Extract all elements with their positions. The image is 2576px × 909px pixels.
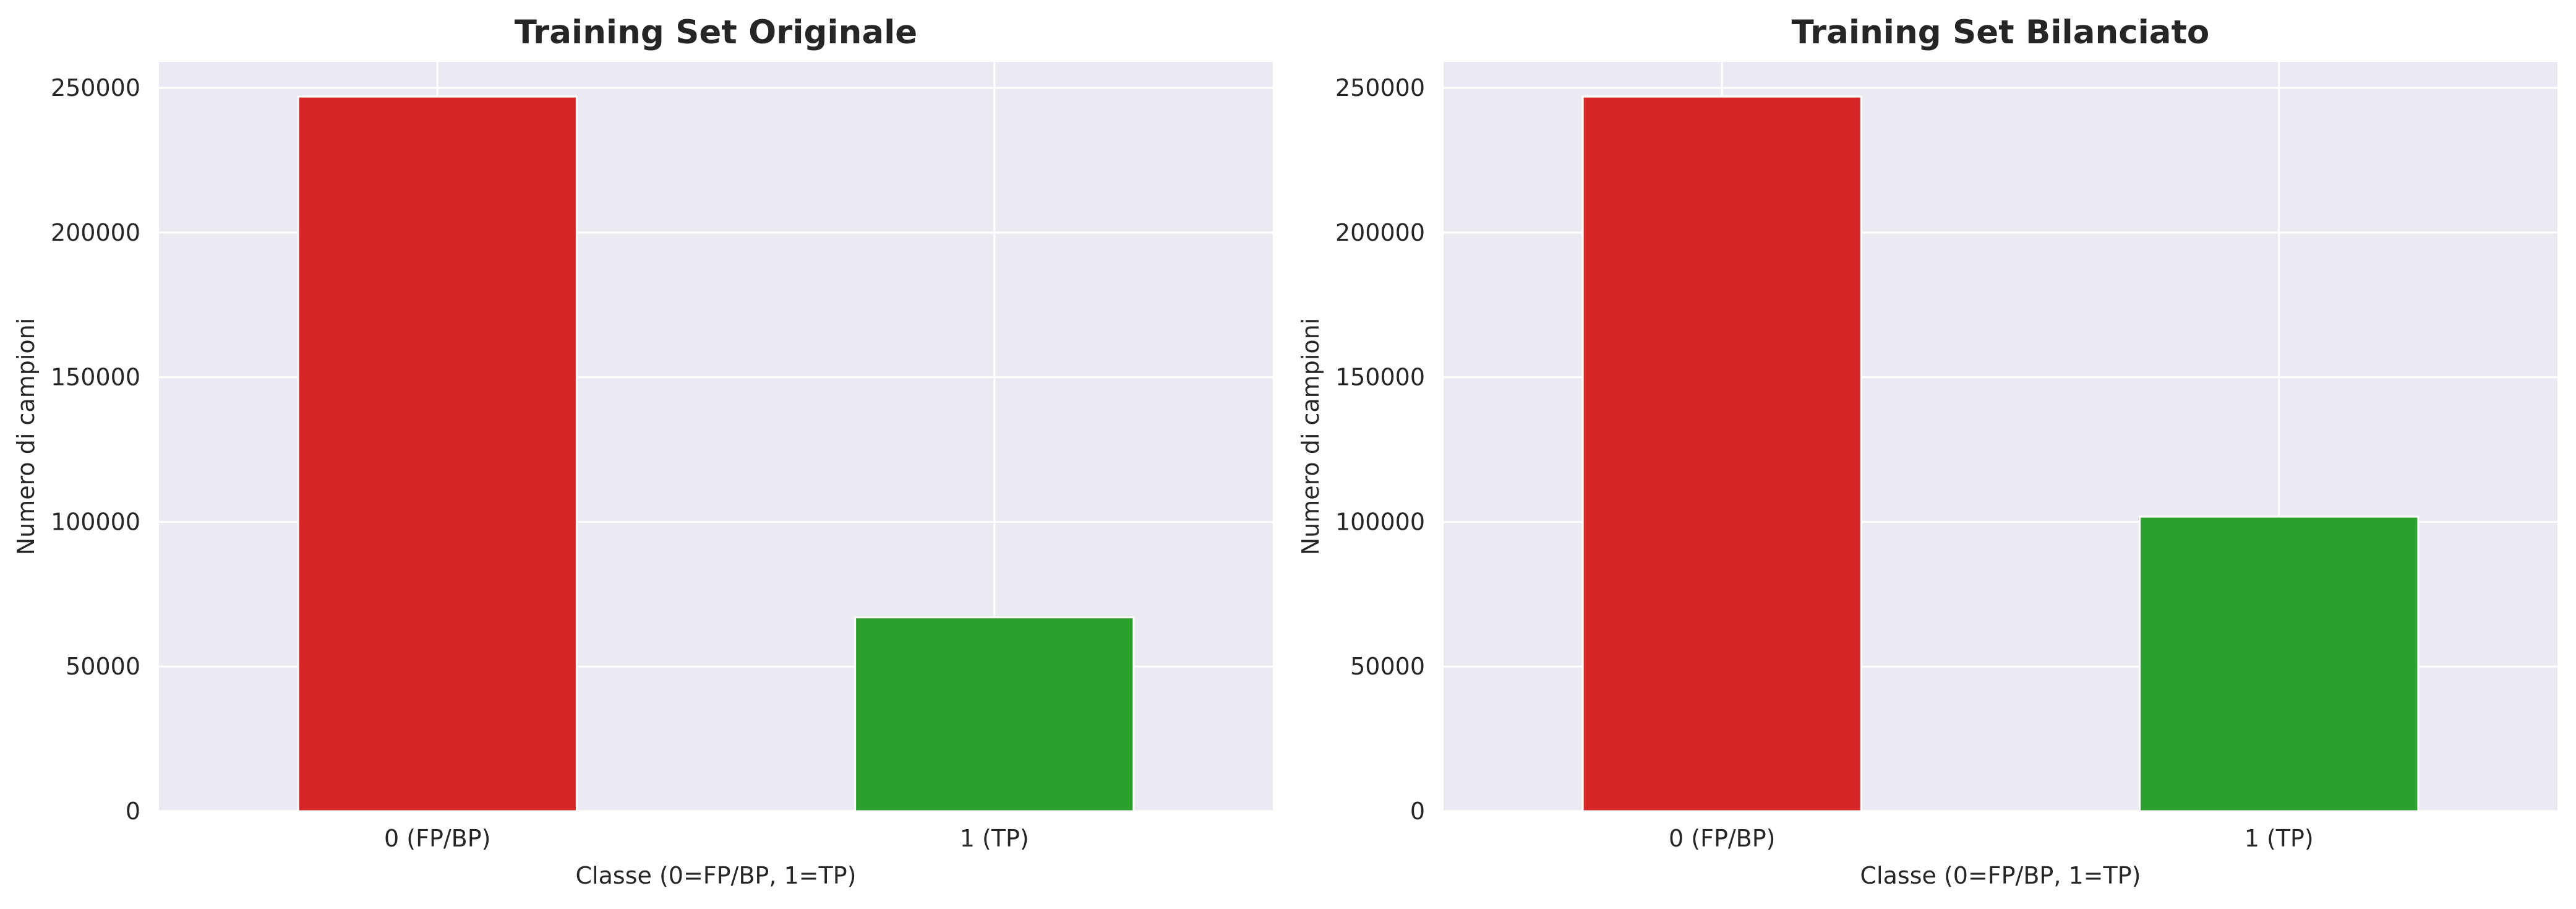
y-tick-label: 250000 — [51, 74, 140, 101]
y-tick-label: 150000 — [1335, 364, 1425, 391]
y-tick-label: 150000 — [51, 364, 140, 391]
y-tick-label: 50000 — [66, 653, 140, 680]
bar-1 — [1581, 95, 1862, 812]
chart-title: Training Set Originale — [515, 14, 917, 51]
chart-panel-1: 0 50000 100000 150000 200000 250000 0 (FP/BP) 1… — [12, 14, 1273, 889]
y-axis-label: Numero di campioni — [1297, 318, 1324, 556]
y-tick-label: 250000 — [1335, 74, 1425, 101]
x-tick-label: 1 (TP) — [2244, 825, 2314, 852]
y-axis-label: Numero di campioni — [12, 318, 40, 556]
x-tick-label: 0 (FP/BP) — [384, 825, 490, 852]
x-tick-label: 0 (FP/BP) — [1669, 825, 1775, 852]
chart-title: Training Set Bilanciato — [1792, 14, 2210, 51]
x-tick-label: 1 (TP) — [960, 825, 1029, 852]
bar-2 — [2139, 515, 2420, 812]
x-axis-label: Classe (0=FP/BP, 1=TP) — [576, 862, 857, 889]
y-tick-label: 200000 — [1335, 219, 1425, 246]
y-tick-label: 100000 — [51, 508, 140, 535]
y-tick-label: 200000 — [51, 219, 140, 246]
x-axis-label: Classe (0=FP/BP, 1=TP) — [1860, 862, 2141, 889]
chart-panel-2: 0 50000 100000 150000 200000 250000 0 (FP/BP) 1… — [1297, 14, 2557, 889]
y-tick-label: 0 — [126, 798, 140, 825]
y-tick-label: 100000 — [1335, 508, 1425, 535]
bar-2 — [854, 616, 1135, 812]
y-tick-label: 50000 — [1350, 653, 1425, 680]
bar-1 — [297, 95, 578, 812]
y-tick-label: 0 — [1410, 798, 1425, 825]
